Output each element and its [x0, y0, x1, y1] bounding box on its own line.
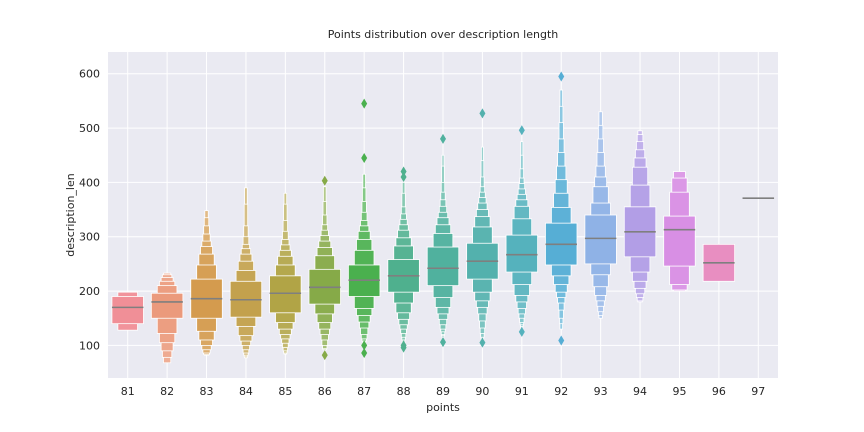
- x-tick-label: 88: [397, 385, 411, 398]
- series-92: [545, 71, 578, 346]
- series-88: [387, 166, 420, 353]
- outlier-point: [321, 175, 328, 186]
- outlier-point: [558, 335, 565, 346]
- outlier-point: [361, 348, 368, 359]
- series-93: [584, 111, 617, 319]
- outlier-point: [361, 340, 368, 351]
- series-94: [623, 130, 657, 303]
- y-tick-labels: 100 200 300 400 500 600: [79, 68, 100, 353]
- y-tick-label: 400: [79, 176, 100, 189]
- x-tick-label: 86: [318, 385, 332, 398]
- y-axis-label: description_len: [64, 173, 77, 256]
- y-tick-label: 100: [79, 339, 100, 352]
- x-axis-label: points: [426, 401, 460, 414]
- y-tick-label: 500: [79, 122, 100, 135]
- y-tick-label: 200: [79, 285, 100, 298]
- outlier-point: [321, 350, 328, 361]
- series-86: [308, 175, 341, 361]
- series-81: [111, 291, 144, 331]
- series-95: [663, 171, 696, 292]
- outlier-point: [400, 340, 407, 351]
- box-level: [505, 234, 538, 273]
- box-level: [269, 275, 302, 314]
- series-87: [348, 98, 381, 359]
- x-tick-label: 90: [475, 385, 489, 398]
- series-82: [150, 272, 184, 364]
- series-85: [269, 192, 302, 355]
- y-tick-label: 300: [79, 231, 100, 244]
- outlier-point: [361, 152, 368, 163]
- box-level: [426, 246, 460, 287]
- outlier-point: [361, 98, 368, 109]
- series-84: [229, 187, 263, 359]
- x-tick-label: 95: [672, 385, 686, 398]
- outlier-point: [518, 125, 525, 136]
- outlier-point: [518, 326, 525, 337]
- x-tick-label: 94: [633, 385, 647, 398]
- y-tick-label: 600: [79, 68, 100, 81]
- x-tick-label: 83: [200, 385, 214, 398]
- x-tick-label: 89: [436, 385, 450, 398]
- x-tick-label: 85: [278, 385, 292, 398]
- outlier-point: [479, 108, 486, 119]
- chart-title: Points distribution over description len…: [328, 28, 558, 41]
- outlier-point: [400, 166, 407, 177]
- series-91: [505, 125, 538, 337]
- outlier-point: [558, 71, 565, 82]
- outlier-point: [440, 133, 446, 144]
- x-tick-label: 82: [160, 385, 174, 398]
- outlier-point: [479, 337, 486, 348]
- series-96: [702, 243, 736, 282]
- x-tick-label: 91: [515, 385, 529, 398]
- box-level: [111, 296, 144, 325]
- box-level: [150, 292, 184, 319]
- box-level: [584, 214, 617, 265]
- x-tick-label: 92: [554, 385, 568, 398]
- x-tick-label: 93: [594, 385, 608, 398]
- series-83: [190, 210, 223, 356]
- x-tick-labels: 81 82 83 84 85 86 87 88 89 90 91 92 93 94 95 96 97: [121, 385, 766, 398]
- x-tick-label: 81: [121, 385, 135, 398]
- x-tick-label: 87: [357, 385, 371, 398]
- outlier-point: [400, 171, 407, 182]
- x-tick-label: 97: [751, 385, 765, 398]
- series-90: [466, 108, 499, 348]
- box-level: [663, 215, 696, 267]
- boxen-series: [111, 71, 775, 364]
- x-tick-label: 84: [239, 385, 253, 398]
- series-89: [426, 133, 460, 348]
- x-tick-label: 96: [712, 385, 726, 398]
- outlier-point: [440, 337, 446, 348]
